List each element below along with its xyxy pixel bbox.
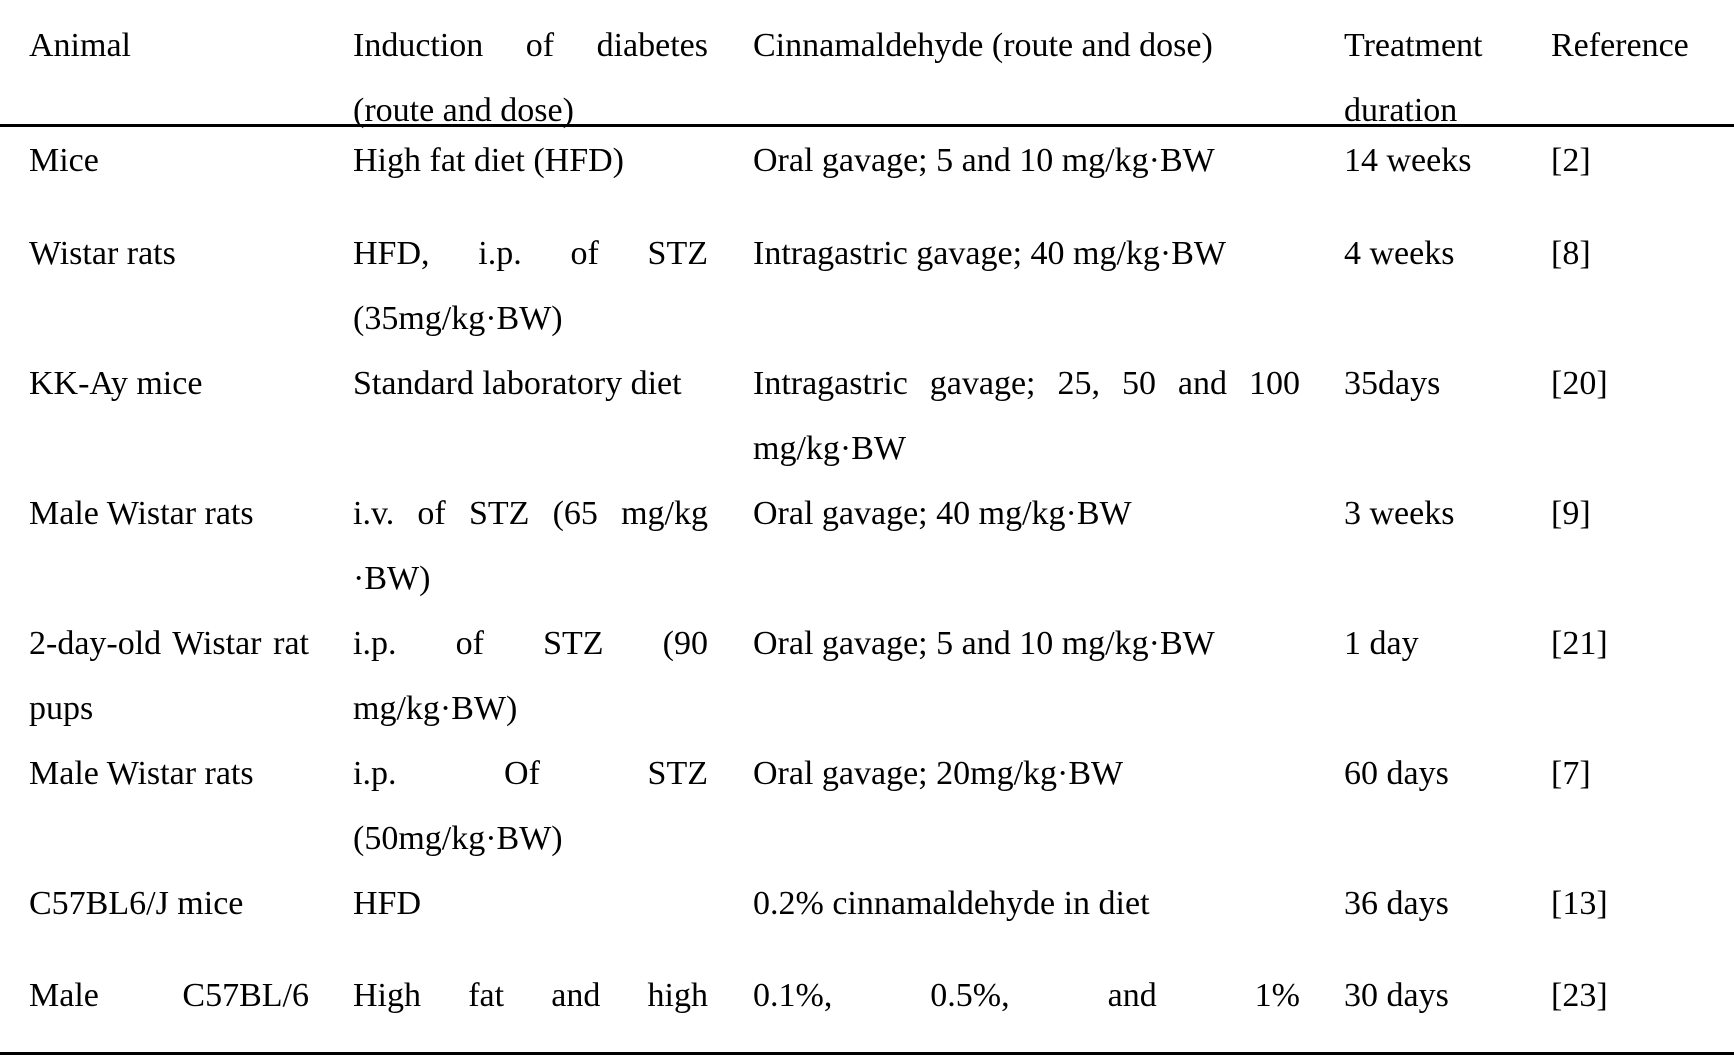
cell-animal: Male Wistar rats <box>29 495 254 532</box>
cell-reference: [8] <box>1551 235 1591 272</box>
cell-cinnamaldehyde: Intragastric gavage; 25, 50 and 100 mg/k… <box>753 365 1300 467</box>
cell-animal: KK-Ay mice <box>29 365 203 402</box>
cell-reference: [13] <box>1551 885 1608 922</box>
cell-animal: Male C57BL/6 <box>29 977 309 1014</box>
cell-reference: [20] <box>1551 365 1608 402</box>
cell-animal: Mice <box>29 142 99 179</box>
header-reference: Reference <box>1551 27 1689 64</box>
header-animal: Animal <box>29 27 131 64</box>
cell-induction: HFD, i.p. of STZ (35mg/kg·BW) <box>353 235 708 337</box>
cell-animal: Wistar rats <box>29 235 176 272</box>
cell-induction: High fat and high <box>353 977 708 1014</box>
cell-reference: [9] <box>1551 495 1591 532</box>
cell-duration: 30 days <box>1344 977 1449 1014</box>
cell-cinnamaldehyde: Oral gavage; 20mg/kg·BW <box>753 755 1124 792</box>
bottom-rule <box>0 1052 1734 1055</box>
header-duration: Treatment duration <box>1344 27 1483 129</box>
cell-induction: Standard laboratory diet <box>353 365 682 402</box>
cell-reference: [23] <box>1551 977 1608 1014</box>
cell-duration: 14 weeks <box>1344 142 1472 179</box>
cell-cinnamaldehyde: Oral gavage; 5 and 10 mg/kg·BW <box>753 142 1215 179</box>
cell-reference: [2] <box>1551 142 1591 179</box>
header-rule <box>0 124 1734 127</box>
cell-cinnamaldehyde: 0.2% cinnamaldehyde in diet <box>753 885 1150 922</box>
header-cinnamaldehyde: Cinnamaldehyde (route and dose) <box>753 27 1213 64</box>
cell-duration: 4 weeks <box>1344 235 1455 272</box>
cell-cinnamaldehyde: Oral gavage; 40 mg/kg·BW <box>753 495 1132 532</box>
cell-cinnamaldehyde: 0.1%, 0.5%, and 1% <box>753 977 1300 1014</box>
cell-induction: High fat diet (HFD) <box>353 142 625 179</box>
cell-reference: [7] <box>1551 755 1591 792</box>
cell-reference: [21] <box>1551 625 1608 662</box>
cell-induction: HFD <box>353 885 422 922</box>
header-induction: Induction of diabetes (route and dose) <box>353 27 708 129</box>
cell-animal: 2-day-old Wistar rat pups <box>29 625 309 727</box>
cell-cinnamaldehyde: Intragastric gavage; 40 mg/kg·BW <box>753 235 1227 272</box>
table-header-row: Animal Induction of diabetes (route and … <box>0 13 1734 129</box>
cell-duration: 60 days <box>1344 755 1449 792</box>
cell-induction: i.v. of STZ (65 mg/kg ·BW) <box>353 495 708 597</box>
cell-animal: Male Wistar rats <box>29 755 254 792</box>
cell-animal: C57BL6/J mice <box>29 885 244 922</box>
cell-duration: 35days <box>1344 365 1441 402</box>
cell-induction: i.p. Of STZ (50mg/kg·BW) <box>353 755 708 857</box>
cell-cinnamaldehyde: Oral gavage; 5 and 10 mg/kg·BW <box>753 625 1215 662</box>
cell-duration: 36 days <box>1344 885 1449 922</box>
cell-duration: 3 weeks <box>1344 495 1455 532</box>
cell-duration: 1 day <box>1344 625 1419 662</box>
cell-induction: i.p. of STZ (90 mg/kg·BW) <box>353 625 708 727</box>
